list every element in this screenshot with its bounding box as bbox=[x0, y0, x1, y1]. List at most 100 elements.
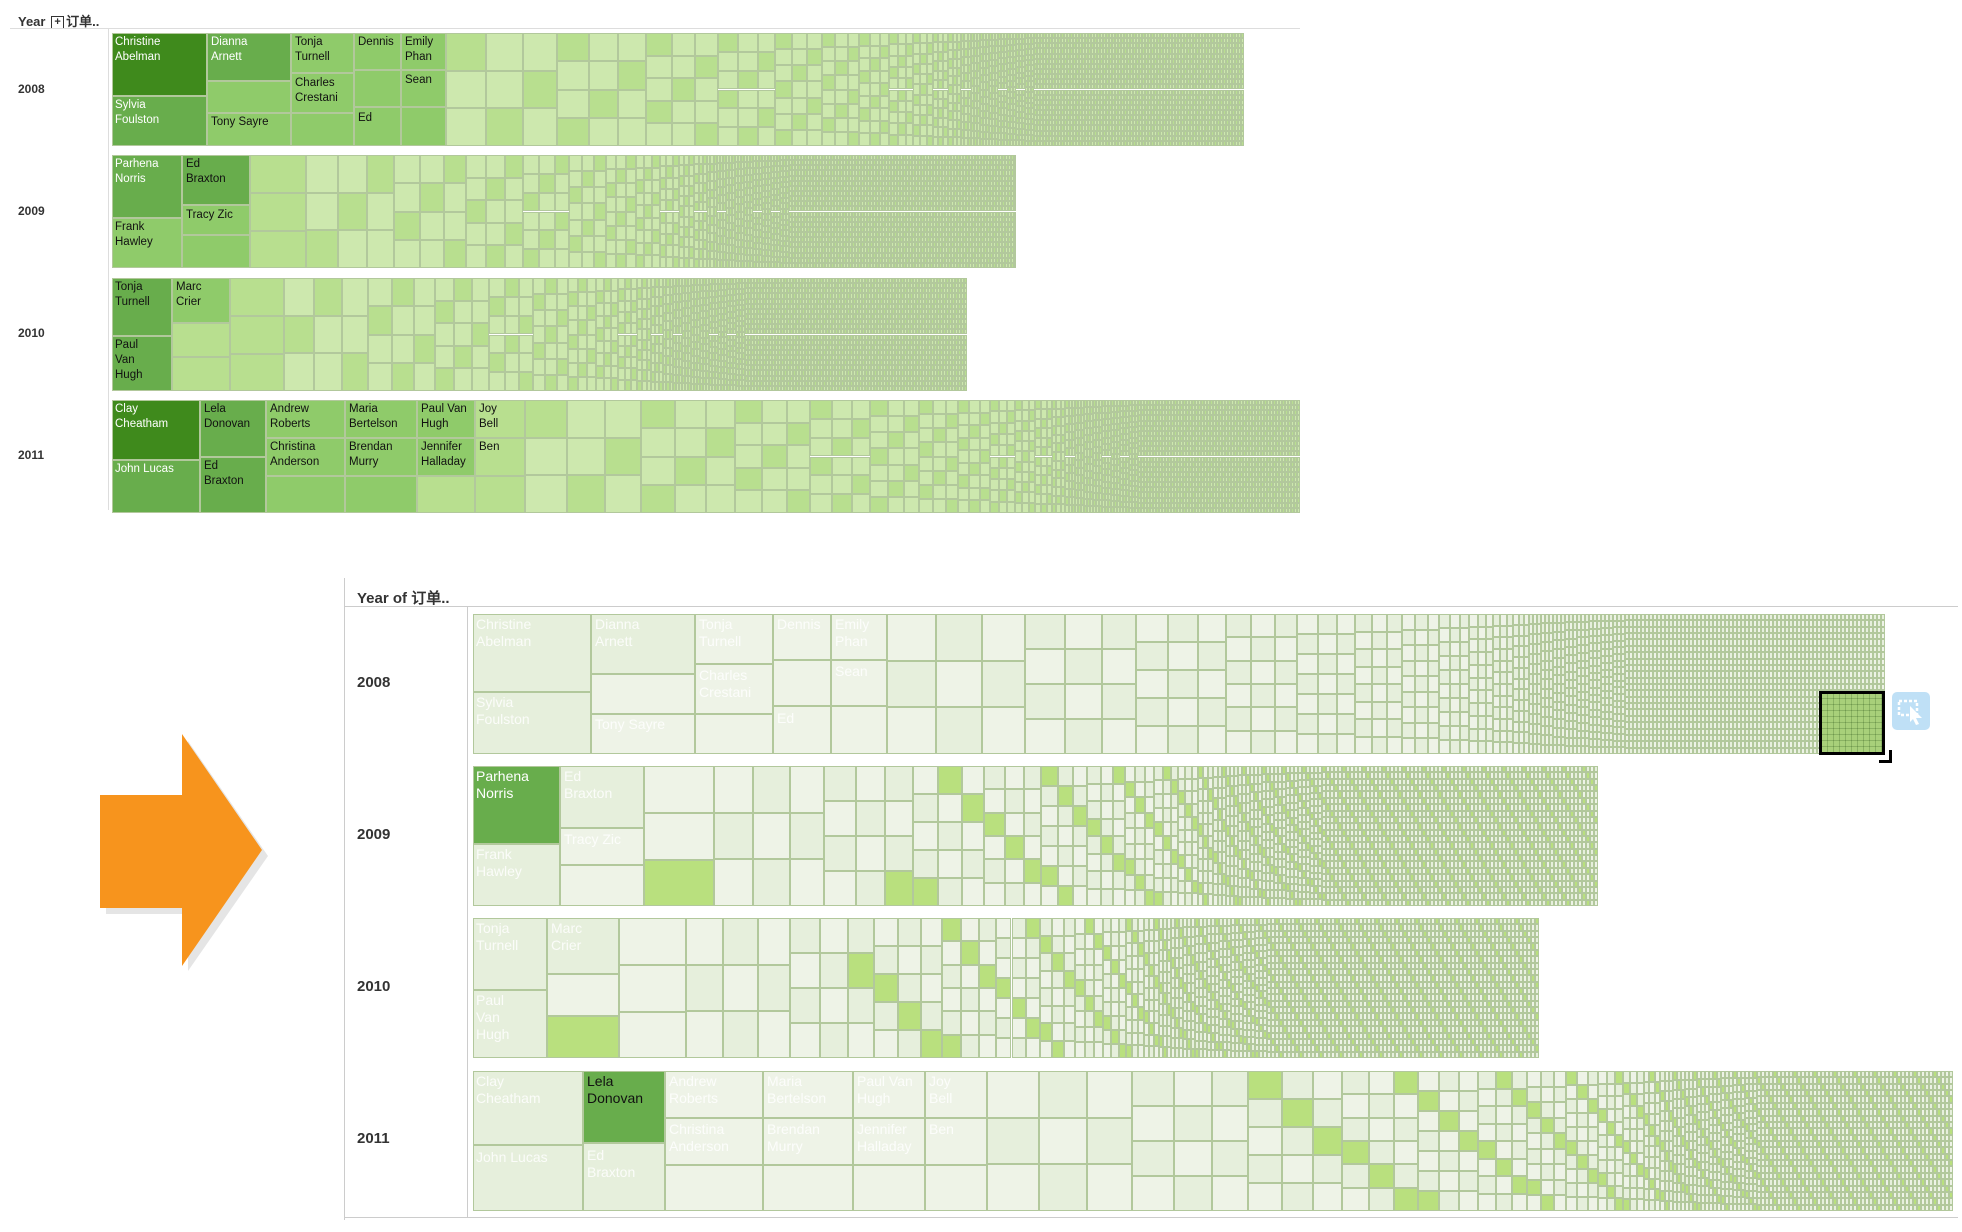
treemap-cell[interactable] bbox=[889, 67, 898, 78]
treemap-cell[interactable] bbox=[898, 101, 906, 112]
treemap-cell[interactable] bbox=[557, 61, 589, 89]
treemap-cell[interactable] bbox=[906, 44, 913, 55]
treemap-cell[interactable] bbox=[822, 118, 835, 132]
treemap-cell[interactable] bbox=[738, 52, 757, 71]
treemap-cell[interactable] bbox=[880, 71, 889, 84]
treemap-cell[interactable] bbox=[835, 33, 847, 47]
treemap-cell[interactable] bbox=[906, 90, 913, 101]
treemap-cell[interactable] bbox=[889, 33, 898, 44]
treemap-cell[interactable] bbox=[807, 114, 821, 130]
treemap-cell[interactable] bbox=[775, 81, 792, 97]
treemap-cell[interactable] bbox=[354, 70, 401, 107]
treemap-cell[interactable] bbox=[775, 65, 792, 81]
treemap-cell[interactable] bbox=[792, 33, 807, 49]
treemap-cell[interactable] bbox=[889, 101, 898, 112]
treemap-cell[interactable] bbox=[859, 96, 870, 109]
treemap-cell[interactable] bbox=[913, 136, 920, 146]
treemap-cell[interactable] bbox=[848, 33, 860, 47]
treemap-cell[interactable] bbox=[835, 132, 847, 146]
treemap-cell[interactable] bbox=[401, 107, 446, 146]
treemap-cell[interactable] bbox=[672, 33, 696, 56]
treemap-cell[interactable] bbox=[913, 115, 920, 125]
treemap-cell[interactable] bbox=[758, 33, 776, 52]
treemap-cell[interactable] bbox=[822, 33, 835, 47]
treemap-cell[interactable] bbox=[822, 47, 835, 61]
treemap-cell[interactable] bbox=[913, 43, 920, 53]
treemap-cell[interactable] bbox=[898, 67, 906, 78]
treemap-cell[interactable] bbox=[880, 96, 889, 109]
treemap-cell[interactable] bbox=[758, 108, 776, 127]
treemap-cell[interactable] bbox=[848, 61, 860, 75]
treemap-cell[interactable] bbox=[889, 123, 898, 134]
treemap-cell[interactable] bbox=[738, 71, 757, 90]
treemap-cell[interactable] bbox=[835, 47, 847, 61]
treemap-cell[interactable] bbox=[880, 58, 889, 71]
treemap-cell[interactable] bbox=[718, 90, 739, 109]
treemap-cell[interactable] bbox=[646, 123, 672, 146]
treemap-cell[interactable] bbox=[870, 46, 880, 59]
treemap-cell[interactable] bbox=[822, 132, 835, 146]
treemap-cell[interactable] bbox=[848, 132, 860, 146]
treemap-cell[interactable] bbox=[870, 33, 880, 46]
treemap-cell[interactable] bbox=[695, 101, 717, 124]
treemap-cell[interactable] bbox=[792, 98, 807, 114]
treemap-cell[interactable] bbox=[486, 33, 523, 71]
treemap-cell[interactable] bbox=[859, 83, 870, 96]
treemap-cell[interactable] bbox=[792, 114, 807, 130]
treemap-cell[interactable] bbox=[822, 61, 835, 75]
treemap-cell[interactable] bbox=[906, 67, 913, 78]
treemap-cell[interactable] bbox=[848, 118, 860, 132]
treemap-cell[interactable] bbox=[775, 49, 792, 65]
treemap-cell[interactable] bbox=[889, 44, 898, 55]
treemap-cell[interactable] bbox=[870, 133, 880, 146]
treemap-cell[interactable] bbox=[738, 108, 757, 127]
treemap-cell[interactable] bbox=[758, 71, 776, 90]
treemap-cell[interactable] bbox=[906, 101, 913, 112]
treemap-cell[interactable] bbox=[672, 123, 696, 146]
treemap-cell[interactable] bbox=[870, 71, 880, 84]
treemap-cell[interactable] bbox=[835, 118, 847, 132]
treemap-cell[interactable] bbox=[906, 135, 913, 146]
treemap-cell[interactable] bbox=[589, 118, 619, 146]
treemap-cell[interactable] bbox=[695, 56, 717, 79]
treemap-cell[interactable] bbox=[859, 133, 870, 146]
treemap-cell[interactable] bbox=[835, 75, 847, 89]
treemap-cell[interactable] bbox=[898, 112, 906, 123]
treemap-cell[interactable] bbox=[775, 33, 792, 49]
treemap-cell[interactable] bbox=[589, 90, 619, 118]
treemap-cell[interactable] bbox=[618, 90, 646, 118]
treemap-cell[interactable] bbox=[848, 75, 860, 89]
treemap-cell[interactable] bbox=[898, 123, 906, 134]
treemap-cell[interactable] bbox=[672, 78, 696, 101]
treemap-cell[interactable] bbox=[738, 90, 757, 109]
treemap-cell[interactable] bbox=[718, 108, 739, 127]
treemap-cell[interactable] bbox=[446, 108, 486, 146]
treemap-cell[interactable] bbox=[446, 33, 486, 71]
treemap-cell[interactable] bbox=[618, 118, 646, 146]
treemap-cell[interactable] bbox=[822, 90, 835, 104]
treemap-cell[interactable] bbox=[807, 130, 821, 146]
treemap-cell[interactable] bbox=[589, 61, 619, 89]
treemap-cell[interactable] bbox=[807, 65, 821, 81]
treemap-cell[interactable] bbox=[870, 58, 880, 71]
treemap-cell[interactable] bbox=[486, 71, 523, 109]
treemap-cell[interactable] bbox=[848, 104, 860, 118]
treemap-cell[interactable] bbox=[898, 44, 906, 55]
treemap-cell[interactable] bbox=[807, 81, 821, 97]
treemap-cell[interactable] bbox=[792, 130, 807, 146]
treemap-cell[interactable] bbox=[880, 108, 889, 121]
treemap-cell[interactable] bbox=[835, 90, 847, 104]
treemap-cell[interactable] bbox=[859, 108, 870, 121]
treemap-cell[interactable] bbox=[880, 121, 889, 134]
treemap-cell[interactable] bbox=[718, 127, 739, 146]
treemap-cell[interactable] bbox=[792, 81, 807, 97]
treemap-cell[interactable] bbox=[822, 75, 835, 89]
treemap-cell[interactable] bbox=[859, 121, 870, 134]
treemap-cell[interactable] bbox=[718, 33, 739, 52]
treemap-cell[interactable] bbox=[913, 95, 920, 105]
treemap-cell[interactable] bbox=[880, 83, 889, 96]
treemap-cell[interactable] bbox=[835, 61, 847, 75]
treemap-cell[interactable] bbox=[906, 56, 913, 67]
treemap-cell[interactable] bbox=[618, 33, 646, 61]
treemap-cell[interactable] bbox=[486, 108, 523, 146]
